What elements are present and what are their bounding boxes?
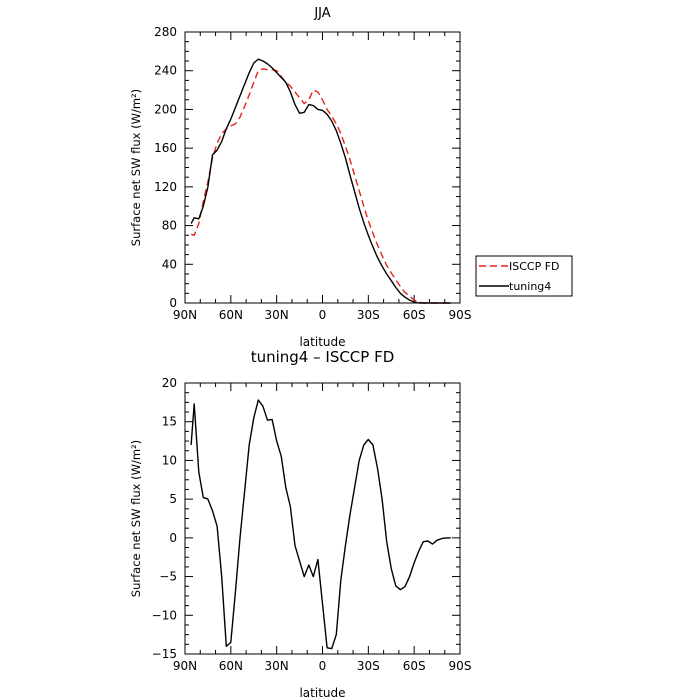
y-tick-label: −15 (152, 647, 177, 661)
y-tick-label: 40 (162, 257, 177, 271)
x-tick-label: 90N (173, 659, 197, 673)
y-tick-label: 15 (162, 415, 177, 429)
series-line-0 (190, 399, 451, 650)
x-tick-label: 30N (265, 659, 289, 673)
x-tick-label: 60N (219, 308, 243, 322)
panel-bottom: 90N 60N 30N 0 30S 60S 90S −15 −10 −5 0 5 10 15 20 tunin… (129, 348, 471, 700)
x-tick-label: 30N (265, 308, 289, 322)
panel-top: 90N 60N 30N 0 30S 60S 90S 0 40 80 120 160 200 240 280 J… (129, 6, 573, 349)
series-line-0 (190, 68, 451, 304)
x-tick-label: 60S (403, 308, 426, 322)
x-tick-label: 0 (319, 659, 327, 673)
x-tick-label: 30S (357, 659, 380, 673)
y-tick-label: 160 (154, 141, 177, 155)
y-tick-label: 240 (154, 64, 177, 78)
x-tick-label: 0 (319, 308, 327, 322)
y-axis-label: Surface net SW flux (W/m²) (129, 440, 143, 597)
x-tick-label: 60S (403, 659, 426, 673)
y-axis-label: Surface net SW flux (W/m²) (129, 89, 143, 246)
legend-label-1: tuning4 (509, 280, 551, 293)
x-tick-label: 90S (449, 659, 472, 673)
y-tick-label: 20 (162, 376, 177, 390)
chart-title: JJA (313, 6, 330, 21)
legend: ISCCP FD tuning4 (475, 255, 573, 297)
y-tick-label: 280 (154, 25, 177, 39)
y-tick-label: 200 (154, 102, 177, 116)
series-line-1 (190, 58, 451, 304)
y-tick-label: −5 (159, 570, 177, 584)
y-tick-label: 10 (162, 453, 177, 467)
y-tick-label: 5 (169, 492, 177, 506)
plot-frame (184, 31, 461, 304)
y-tick-label: 80 (162, 219, 177, 233)
y-tick-label: 0 (169, 531, 177, 545)
y-tick-label: −10 (152, 608, 177, 622)
legend-label-0: ISCCP FD (509, 260, 560, 273)
x-axis-label: latitude (299, 335, 345, 349)
x-tick-label: 90N (173, 308, 197, 322)
x-tick-label: 90S (449, 308, 472, 322)
plot-frame (184, 382, 461, 655)
x-tick-label: 30S (357, 308, 380, 322)
legend-box (475, 255, 573, 297)
y-tick-label: 0 (169, 296, 177, 310)
x-tick-label: 60N (219, 659, 243, 673)
chart-title: tuning4 – ISCCP FD (251, 348, 395, 366)
y-tick-label: 120 (154, 180, 177, 194)
x-axis-label: latitude (299, 686, 345, 700)
